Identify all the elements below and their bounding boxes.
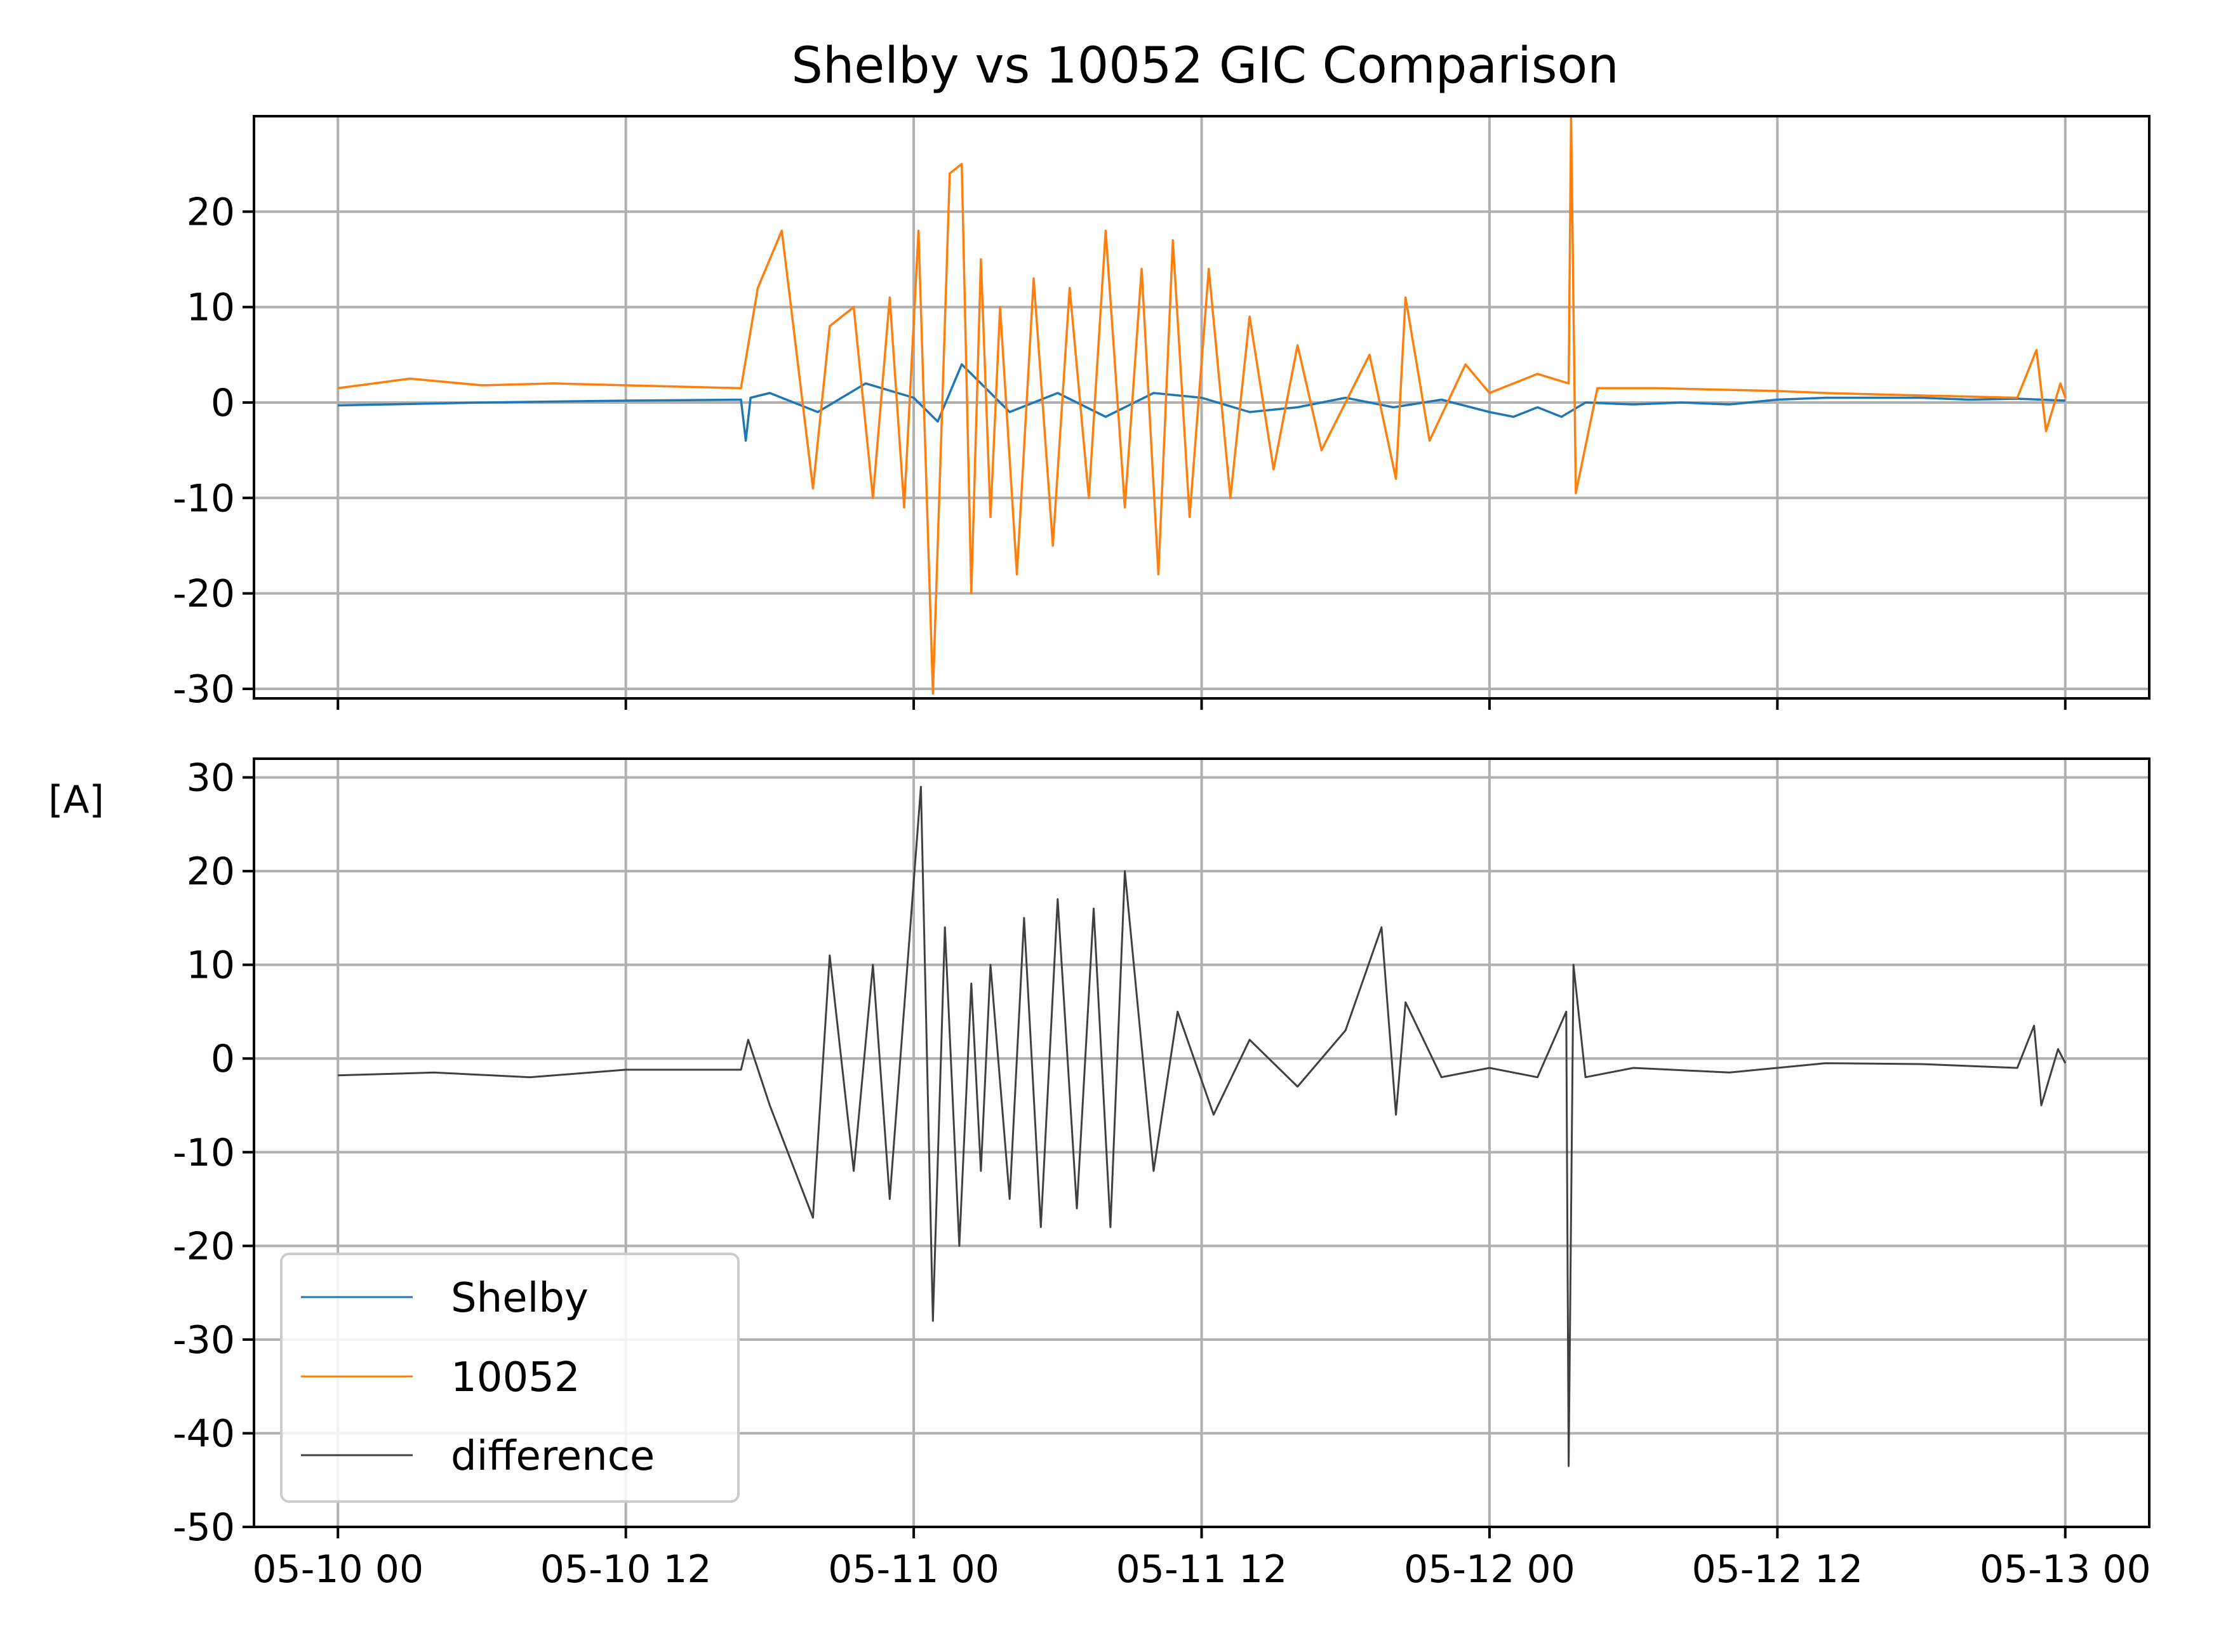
y-tick-label: 0 [211,381,235,425]
series-line-shelby [338,363,2065,442]
y-tick-label: -20 [173,572,235,616]
legend: Shelby 10052 difference [280,1253,740,1503]
legend-box [280,1253,740,1503]
y-tick-label: 0 [211,1037,235,1081]
y-tick-label: -50 [173,1505,235,1550]
x-tick-label: 05-11 12 [1116,1547,1288,1592]
y-tick-label: -10 [173,1131,235,1175]
y-axis-label: [A] [48,778,104,822]
y-tick-label: -20 [173,1224,235,1269]
grid-lines [254,116,2149,1528]
x-tick-label: 05-10 12 [540,1547,712,1592]
series-lines [337,115,2067,1467]
x-tick-label: 05-11 00 [828,1547,999,1592]
y-tick-label: 10 [187,286,235,330]
x-tick-label: 05-13 00 [1980,1547,2151,1592]
y-tick-label: 30 [187,756,235,801]
y-tick-label: -40 [173,1411,235,1456]
legend-label-shelby: Shelby [451,1275,589,1322]
chart-title: Shelby vs 10052 GIC Comparison [791,37,1618,95]
y-tick-label: 20 [187,190,235,234]
y-tick-label: -10 [173,476,235,521]
y-tick-label: -30 [173,1318,235,1362]
legend-label-difference: difference [451,1433,655,1480]
y-tick-label: -30 [173,667,235,712]
x-tick-label: 05-12 00 [1404,1547,1575,1592]
y-tick-label: 20 [187,849,235,894]
x-tick-label: 05-10 00 [252,1547,423,1592]
y-tick-label: 10 [187,943,235,988]
axis-ticks: 20 10 0 -10 -20 -30 30 20 10 0 -10 -20 -30 -40 -50 05-1… [173,190,2151,1592]
x-tick-label: 05-12 12 [1691,1547,1863,1592]
series-line-difference [338,785,2067,1467]
legend-label-10052: 10052 [451,1354,580,1401]
series-line-10052 [337,115,2067,695]
